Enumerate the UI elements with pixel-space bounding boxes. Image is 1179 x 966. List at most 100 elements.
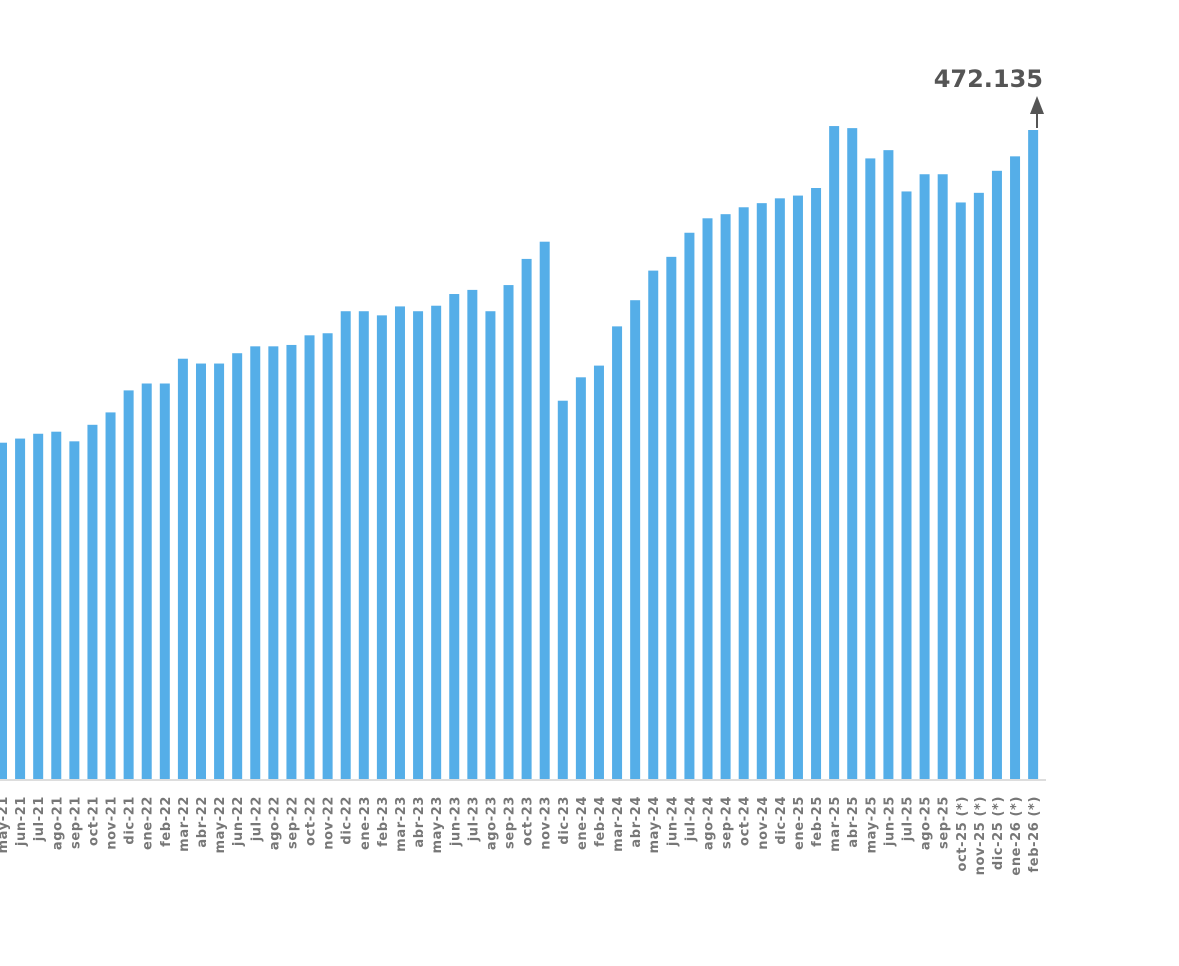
bar-jul-24 — [684, 232, 695, 780]
bar-abr-24 — [630, 300, 641, 780]
bar-mar-23 — [394, 306, 405, 780]
bar-jun-23 — [449, 294, 460, 780]
x-tick-label: ene-22 — [141, 796, 156, 850]
x-tick-label: nov-25 (*) — [973, 796, 988, 875]
bar-ago-22 — [268, 346, 279, 780]
bar-ene-23 — [358, 311, 369, 780]
bar-dic-22 — [340, 311, 351, 780]
bar-jul-25 — [901, 191, 912, 780]
x-tick-label: jul-22 — [249, 796, 264, 842]
x-tick-label: nov-21 — [105, 796, 120, 850]
x-tick-label: ene-26 (*) — [1009, 796, 1024, 876]
bar-may-24 — [648, 270, 659, 780]
x-tick-label: jun-22 — [231, 796, 246, 847]
bar-nov-25 — [973, 192, 984, 780]
bar-nov-24 — [756, 203, 767, 780]
x-tick-label: may-24 — [647, 796, 662, 853]
x-tick-label: nov-23 — [539, 796, 554, 850]
bar-ago-25 — [919, 174, 930, 781]
x-tick-label: oct-23 — [521, 796, 536, 846]
x-tick-label: dic-23 — [557, 796, 572, 845]
bar-jun-25 — [883, 150, 894, 780]
x-tick-label: dic-25 (*) — [991, 796, 1006, 870]
bar-ago-23 — [485, 311, 496, 780]
x-tick-label: mar-22 — [177, 796, 192, 852]
bar-feb-22 — [159, 383, 170, 780]
x-tick-label: oct-22 — [304, 796, 319, 846]
bar-may-25 — [865, 158, 876, 780]
x-tick-label: may-23 — [430, 796, 445, 853]
bar-sep-25 — [937, 174, 948, 781]
bar-mar-24 — [612, 326, 623, 780]
bar-dic-24 — [774, 198, 785, 780]
x-tick-label: dic-22 — [340, 796, 355, 845]
bar-abr-23 — [413, 311, 424, 780]
arrow-head-icon — [1030, 96, 1044, 114]
bar-may-23 — [431, 305, 442, 780]
x-tick-label: feb-22 — [159, 796, 174, 847]
x-tick-label: nov-22 — [322, 796, 337, 850]
bar-jun-24 — [666, 256, 677, 781]
x-tick-label: sep-24 — [720, 796, 735, 849]
x-tick-label: may-21 — [0, 796, 11, 853]
bar-oct-24 — [738, 207, 749, 780]
bar-dic-25 — [991, 170, 1002, 781]
x-tick-label: oct-24 — [738, 796, 753, 846]
bar-feb-25 — [811, 188, 822, 780]
x-tick-label: may-22 — [213, 796, 228, 853]
x-tick-label: feb-24 — [593, 796, 608, 847]
x-tick-label: jul-25 — [901, 796, 916, 842]
x-tick-label: ene-24 — [575, 796, 590, 850]
x-tick-label: abr-22 — [195, 796, 210, 848]
x-tick-label: feb-26 (*) — [1027, 796, 1042, 872]
x-tick-label: abr-25 — [846, 796, 861, 848]
bar-ene-24 — [575, 377, 586, 780]
bars-group — [0, 126, 1039, 781]
bar-jun-22 — [232, 353, 243, 780]
bar-sep-24 — [720, 214, 731, 781]
x-tick-label: ene-23 — [358, 796, 373, 850]
x-tick-label: oct-21 — [86, 796, 101, 846]
bar-abr-22 — [195, 363, 206, 780]
x-tick-label: feb-23 — [376, 796, 391, 847]
bar-may-21 — [0, 442, 7, 780]
bar-dic-21 — [123, 390, 134, 780]
bar-feb-26 — [1028, 130, 1039, 780]
bar-ago-21 — [51, 431, 62, 780]
x-tick-label: jun-21 — [14, 796, 29, 847]
x-tick-label: mar-24 — [611, 796, 626, 852]
bar-nov-22 — [322, 333, 333, 780]
x-tick-label: dic-24 — [774, 796, 789, 845]
bar-sep-21 — [69, 441, 80, 780]
bar-jul-23 — [467, 289, 478, 780]
bar-abr-25 — [847, 128, 858, 780]
bar-jul-22 — [250, 346, 261, 780]
annotation-group: 472.135 — [934, 65, 1044, 128]
x-tick-label: sep-22 — [285, 796, 300, 849]
x-tick-label: sep-23 — [503, 796, 518, 849]
x-tick-label: mar-25 — [828, 796, 843, 852]
x-tick-label: ago-22 — [267, 796, 282, 850]
x-tick-label: ago-25 — [919, 796, 934, 850]
bar-sep-23 — [503, 285, 514, 780]
bar-ene-22 — [141, 383, 152, 780]
x-tick-label: ago-24 — [702, 796, 717, 850]
bar-jun-21 — [15, 438, 26, 780]
bar-ago-24 — [702, 218, 713, 781]
x-tick-label: nov-24 — [756, 796, 771, 850]
x-tick-label: ene-25 — [792, 796, 807, 850]
bar-oct-25 — [955, 202, 966, 780]
bar-oct-22 — [304, 335, 315, 780]
x-tick-label: feb-25 — [810, 796, 825, 847]
bar-nov-23 — [539, 241, 550, 780]
x-tick-labels: may-21 jun-21 jul-21 ago-21 sep-21 oct-21 nov-… — [0, 796, 1042, 876]
x-tick-label: sep-21 — [68, 796, 83, 849]
x-tick-label: jul-23 — [466, 796, 481, 842]
bar-oct-23 — [521, 258, 532, 780]
x-tick-label: ago-23 — [484, 796, 499, 850]
x-tick-label: jun-23 — [448, 796, 463, 847]
bar-nov-21 — [105, 412, 116, 780]
x-tick-label: jun-25 — [882, 796, 897, 847]
x-tick-label: jul-24 — [683, 796, 698, 842]
